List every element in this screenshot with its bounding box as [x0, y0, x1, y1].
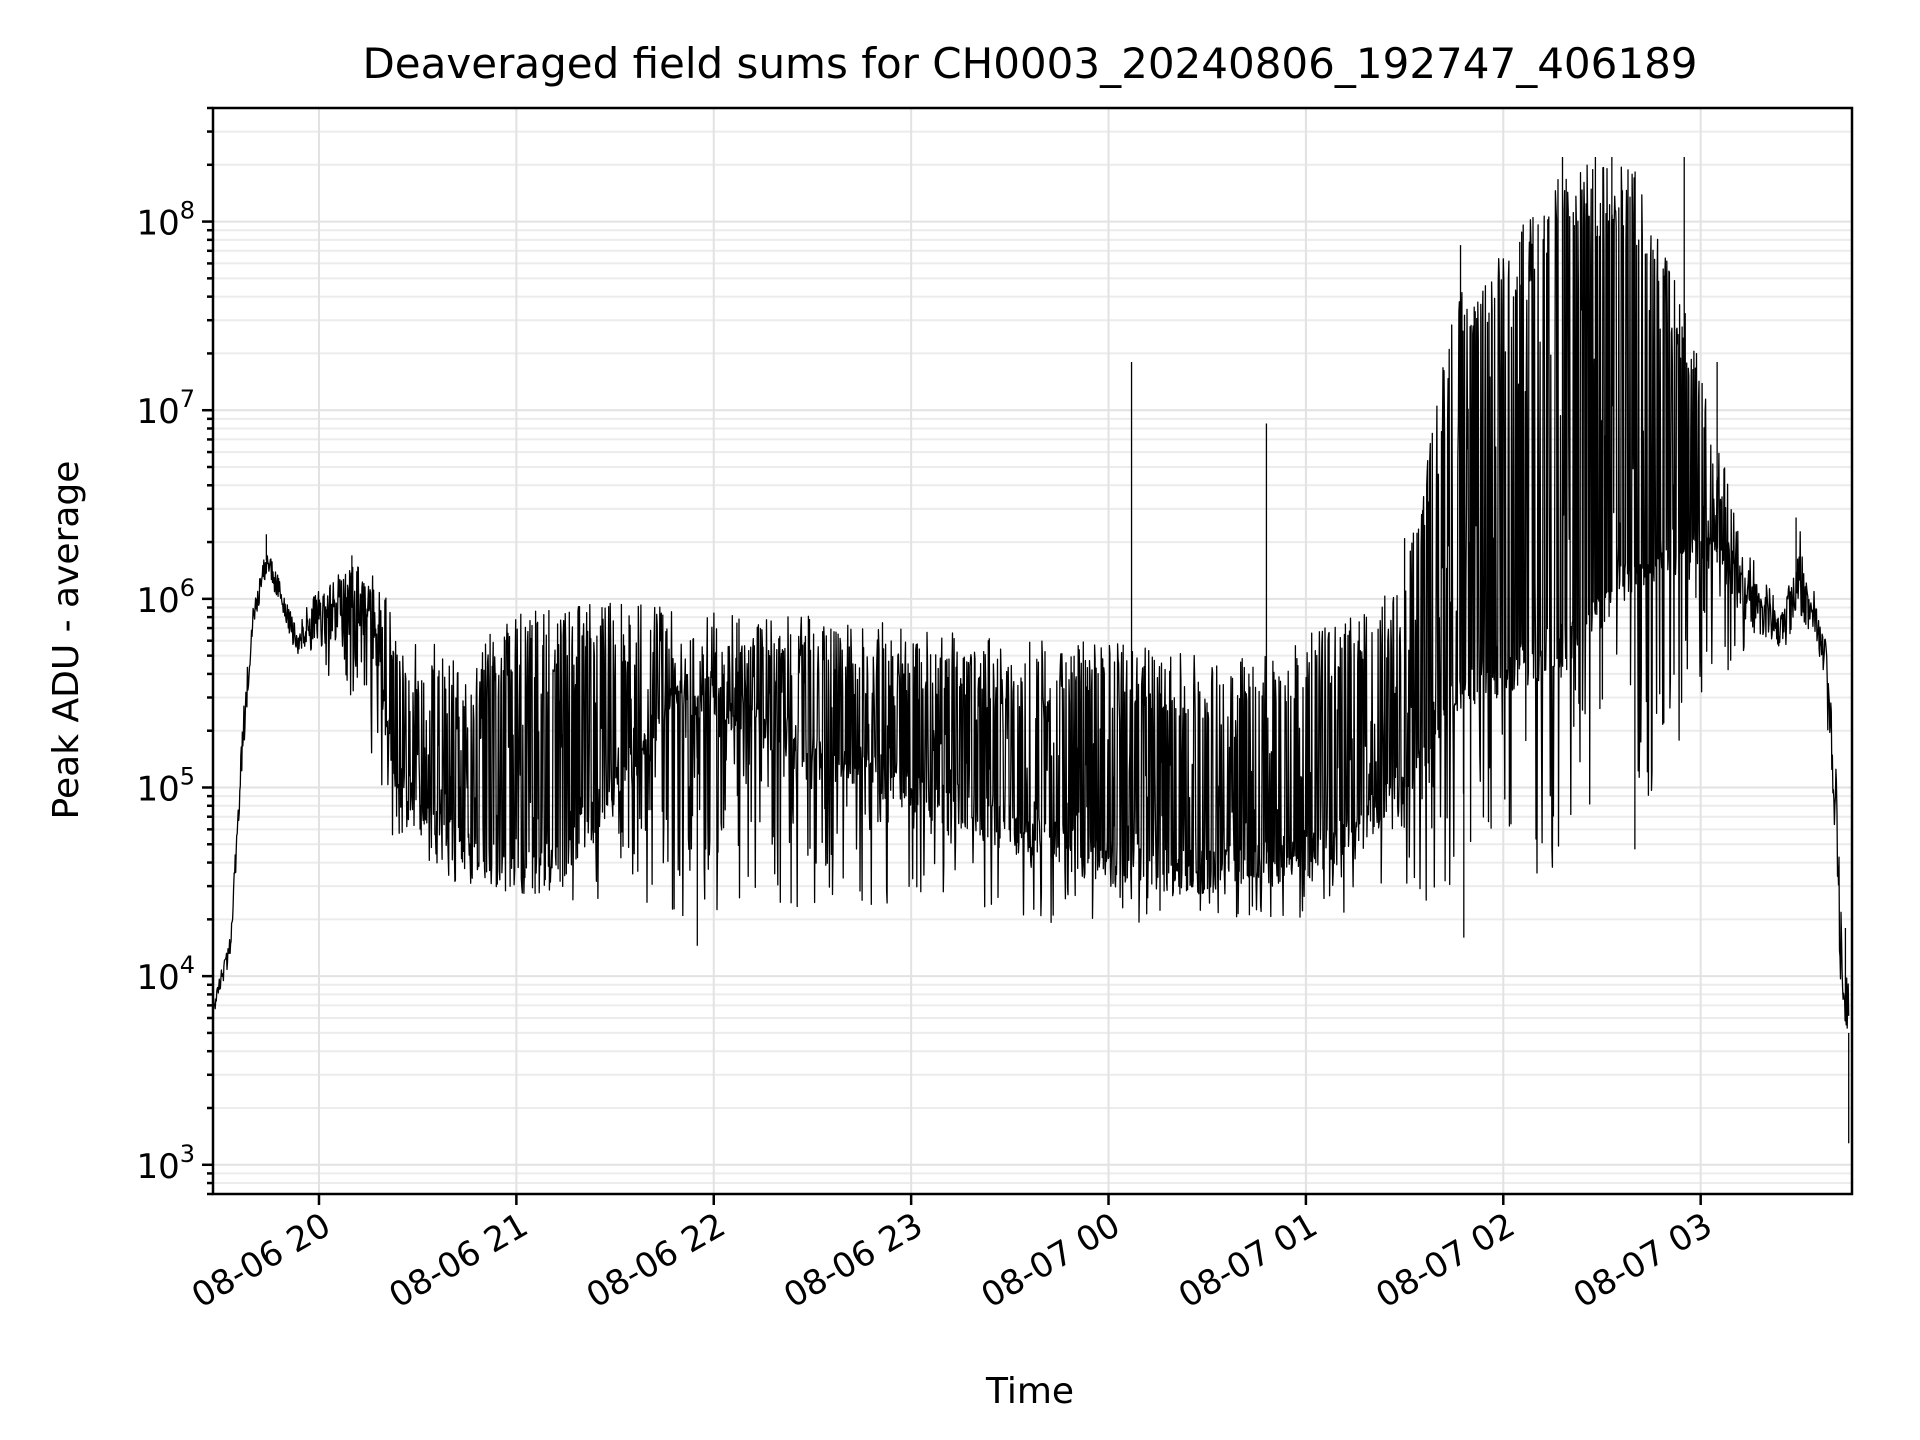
x-tick-label: 08-06 20	[185, 1205, 337, 1316]
x-tick-label: 08-07 02	[1369, 1205, 1521, 1316]
x-tick-label: 08-07 00	[975, 1205, 1127, 1316]
y-axis-label: Peak ADU - average	[46, 461, 87, 820]
y-tick-label: 104	[136, 951, 195, 998]
x-tick-label: 08-07 03	[1567, 1205, 1719, 1316]
x-tick-label: 08-06 22	[580, 1205, 732, 1316]
y-tick-label: 105	[136, 762, 195, 809]
y-tick-label: 106	[136, 574, 195, 621]
x-axis-label: Time	[985, 1371, 1074, 1412]
x-tick-label: 08-07 01	[1172, 1205, 1324, 1316]
x-tick-label: 08-06 23	[777, 1205, 929, 1316]
series-line	[213, 164, 1850, 1029]
plot-frame	[211, 106, 1854, 1196]
series-layer	[213, 156, 1850, 1144]
y-tick-label: 103	[136, 1140, 195, 1187]
chart-title: Deaveraged field sums for CH0003_2024080…	[362, 39, 1697, 88]
x-tick-label: 08-06 21	[382, 1205, 534, 1316]
y-tick-label: 108	[136, 197, 195, 244]
y-tick-label: 107	[136, 385, 195, 432]
